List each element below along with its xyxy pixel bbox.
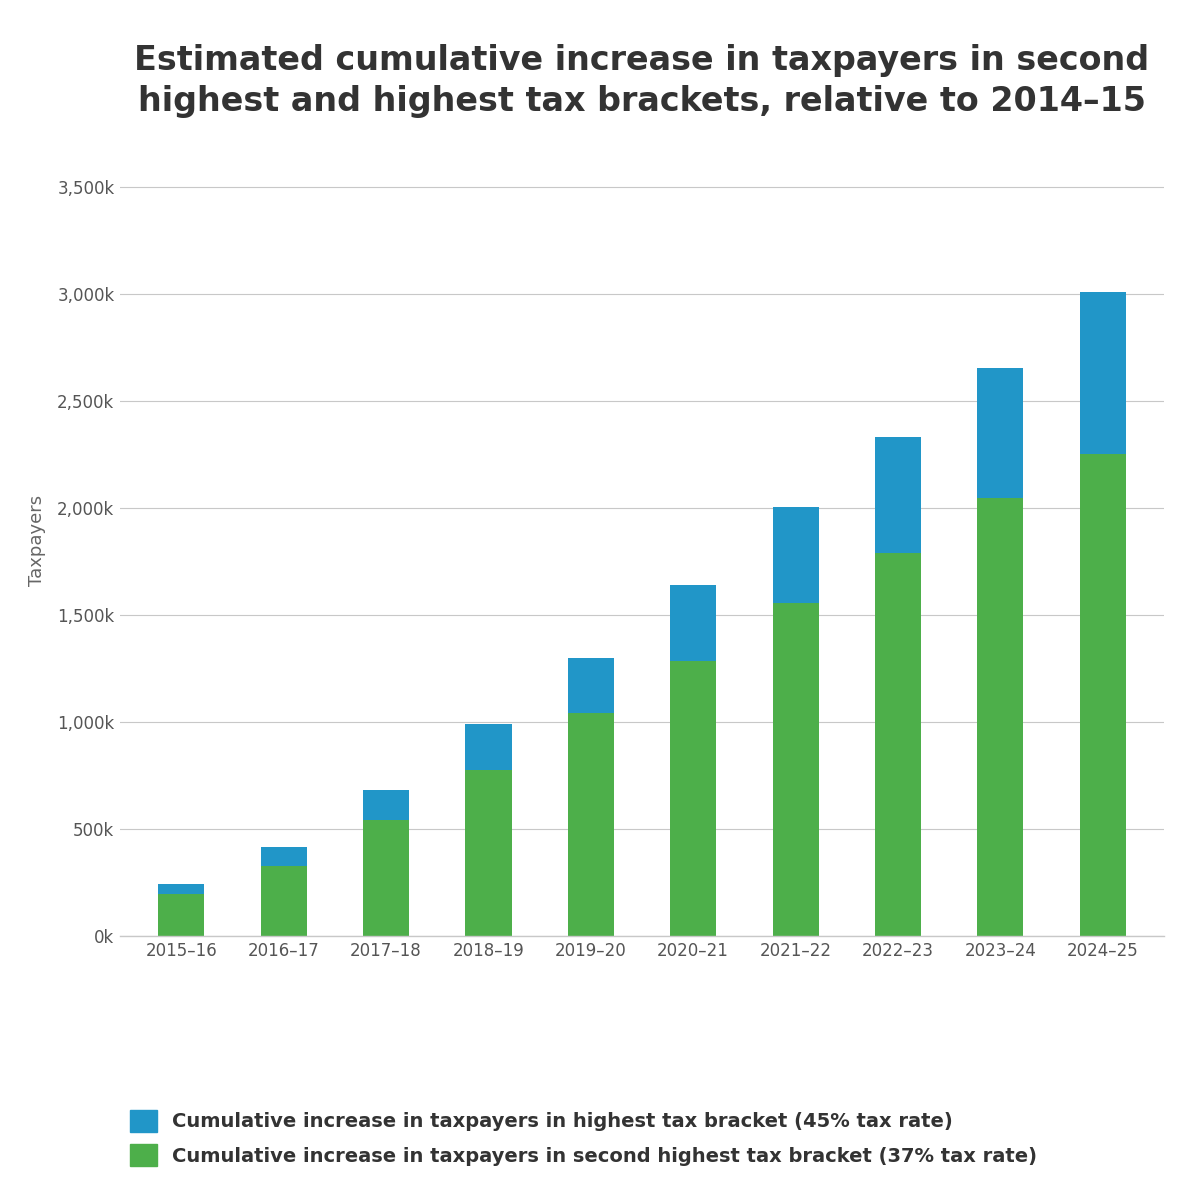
Bar — [1080, 455, 1126, 936]
Bar — [466, 724, 511, 770]
Bar — [773, 506, 818, 604]
Bar — [364, 821, 409, 936]
Y-axis label: Taxpayers: Taxpayers — [28, 494, 46, 586]
Bar — [977, 367, 1024, 498]
Bar — [875, 553, 920, 936]
Bar — [568, 658, 614, 713]
Bar — [875, 437, 920, 553]
Bar — [260, 847, 307, 866]
Bar — [773, 604, 818, 936]
Bar — [364, 791, 409, 821]
Bar — [158, 883, 204, 894]
Bar — [1080, 292, 1126, 455]
Bar — [158, 894, 204, 936]
Legend: Cumulative increase in taxpayers in highest tax bracket (45% tax rate), Cumulati: Cumulative increase in taxpayers in high… — [130, 1110, 1038, 1166]
Bar — [670, 584, 716, 661]
Bar — [260, 866, 307, 936]
Bar — [568, 713, 614, 936]
Bar — [977, 498, 1024, 936]
Title: Estimated cumulative increase in taxpayers in second
highest and highest tax bra: Estimated cumulative increase in taxpaye… — [134, 44, 1150, 118]
Bar — [670, 661, 716, 936]
Bar — [466, 770, 511, 936]
